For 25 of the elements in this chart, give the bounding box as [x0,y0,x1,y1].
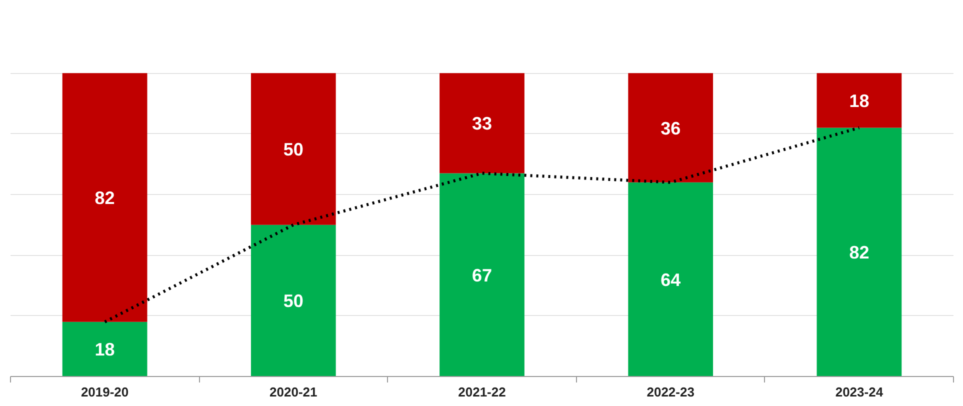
x-tick-label: 2019-20 [80,384,129,400]
x-tick-label: 2021-22 [458,384,506,400]
data-label: 50 [283,140,304,160]
bar [62,322,148,376]
bar [628,182,714,376]
data-label: 67 [472,265,492,286]
data-label: 36 [660,118,681,138]
data-label: 50 [283,291,304,312]
bar [250,224,336,376]
bar [816,73,902,128]
bar [440,73,524,174]
data-label: 18 [94,340,115,360]
bar [62,73,148,322]
data-label: 64 [660,270,681,290]
data-label: 33 [472,114,492,134]
x-tick-label: 2023-24 [835,384,884,400]
bar [816,128,902,376]
data-label: 82 [849,242,870,263]
data-label: 18 [849,90,870,111]
bar [440,173,524,376]
x-tick-label: 2020-21 [270,384,318,400]
bar [628,73,714,182]
bar [250,73,336,225]
x-tick-label: 2022-23 [646,384,694,400]
data-label: 82 [94,188,115,208]
